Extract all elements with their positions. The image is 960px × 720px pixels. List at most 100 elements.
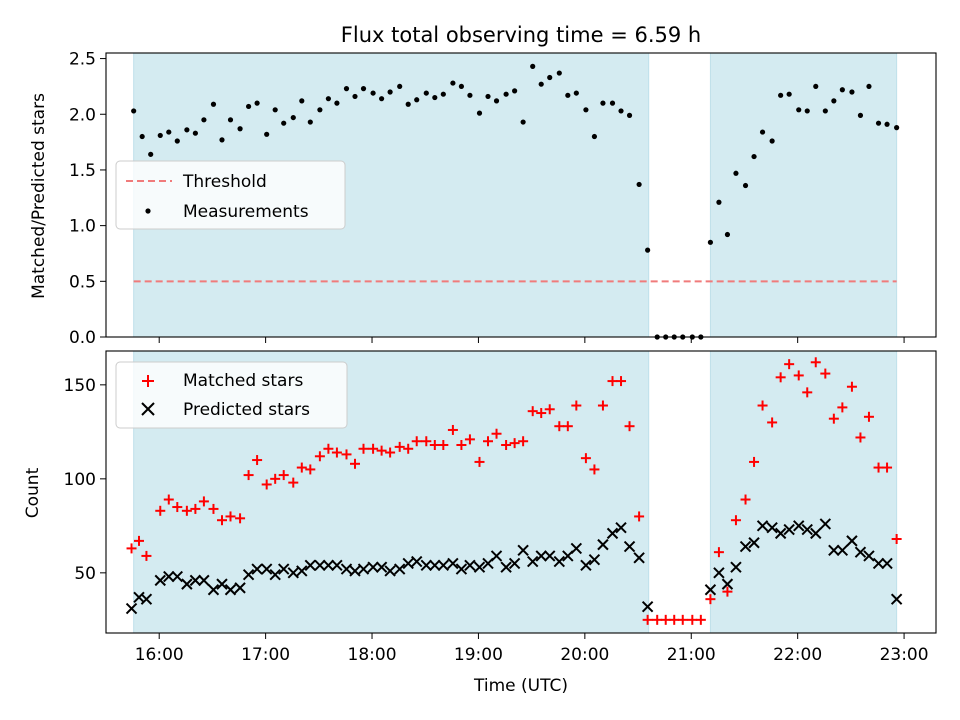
predicted-star-point <box>623 540 636 553</box>
predicted-star-point <box>269 569 281 581</box>
matched-star-point <box>141 550 152 561</box>
matched-star-point <box>172 502 183 513</box>
legend-threshold-label: Threshold <box>182 172 267 192</box>
matched-star-point <box>784 359 795 370</box>
matched-star-point <box>757 400 768 411</box>
measurement-point <box>210 101 217 107</box>
matched-star-point <box>652 614 663 625</box>
measurement-point <box>299 98 305 104</box>
matched-star-point <box>705 594 716 605</box>
x-tick-label: 18:00 <box>348 645 397 665</box>
matched-star-point <box>464 434 475 445</box>
matched-star-point <box>873 462 884 473</box>
matched-star-point <box>846 381 857 392</box>
predicted-star-point <box>756 520 769 532</box>
measurement-point <box>742 182 749 189</box>
measurement-point <box>894 125 900 131</box>
predicted-star-point <box>455 563 468 575</box>
measurement-point <box>370 90 376 96</box>
matched-star-point <box>243 470 254 481</box>
measurement-point <box>512 88 518 94</box>
measurement-point <box>538 81 544 87</box>
predicted-star-point <box>828 544 840 556</box>
predicted-star-point <box>597 538 609 551</box>
measurement-point <box>573 90 579 96</box>
x-tick-label: 16:00 <box>135 645 184 665</box>
measurement-point <box>769 138 775 144</box>
measurement-point <box>334 100 340 106</box>
predicted-star-point <box>535 550 547 562</box>
matched-star-point <box>793 370 804 381</box>
predicted-star-point <box>163 570 175 583</box>
y-tick-label: 0.5 <box>69 272 96 292</box>
predicted-star-point <box>580 559 592 572</box>
matched-star-point <box>695 614 706 625</box>
matched-star-point <box>660 614 671 625</box>
predicted-star-point <box>314 559 326 572</box>
predicted-star-point <box>508 557 521 570</box>
bottom-xlabel: Time (UTC) <box>473 676 568 696</box>
matched-star-point <box>554 421 565 432</box>
matched-star-point <box>438 440 449 450</box>
bottom-legend-box <box>115 361 348 429</box>
matched-star-point <box>562 421 573 432</box>
predicted-star-point <box>331 559 343 572</box>
predicted-star-point <box>500 561 512 573</box>
measurement-point <box>458 83 465 90</box>
matched-star-point <box>607 376 618 387</box>
measurement-point <box>360 86 367 92</box>
matched-star-point <box>677 614 688 625</box>
matched-star-point <box>133 535 144 546</box>
matched-star-point <box>597 400 608 411</box>
matched-star-point <box>288 477 299 488</box>
measurement-point <box>174 138 180 144</box>
measurement-point <box>281 120 287 126</box>
predicted-star-point <box>140 593 153 605</box>
measurement-point <box>857 112 864 118</box>
bottom-points <box>125 357 903 625</box>
matched-star-point <box>882 462 893 473</box>
matched-star-point <box>722 586 733 597</box>
x-tick-label: 21:00 <box>667 645 716 665</box>
bottom-panel: 50 100 150 16:00 17:00 18:00 19:00 20:00 21:00 2… <box>23 350 937 696</box>
x-tick-label: 22:00 <box>773 645 822 665</box>
measurement-point <box>493 98 500 104</box>
matched-star-point <box>828 413 839 424</box>
measurement-point <box>254 100 260 106</box>
matched-star-point <box>411 436 422 447</box>
matched-star-point <box>331 447 342 458</box>
predicted-star-point <box>819 518 832 530</box>
predicted-star-point <box>224 584 237 596</box>
predicted-star-point <box>198 574 210 587</box>
legend-predicted-label: Predicted stars <box>183 400 310 420</box>
top-ylabel: Matched/Predicted stars <box>29 93 49 299</box>
predicted-star-point <box>739 540 752 553</box>
measurement-point <box>751 153 757 160</box>
matched-star-point <box>429 440 440 450</box>
predicted-star-point <box>881 557 893 570</box>
top-axes-frame <box>105 52 937 338</box>
predicted-star-point <box>774 527 787 540</box>
measurement-point <box>724 231 731 238</box>
predicted-star-point <box>207 584 220 596</box>
predicted-star-point <box>890 593 903 605</box>
predicted-star-point <box>216 578 228 590</box>
matched-star-point <box>368 443 379 454</box>
matched-star-point <box>624 421 635 432</box>
measurement-point <box>866 83 872 90</box>
predicted-star-point <box>277 563 290 575</box>
measurement-point <box>317 107 323 113</box>
predicted-star-point <box>872 557 885 570</box>
measurement-point <box>609 100 616 106</box>
measurement-point <box>485 93 491 100</box>
bottom-ylabel: Count <box>23 467 43 518</box>
measurement-point <box>520 119 526 125</box>
y-tick-label: 2.0 <box>69 105 96 125</box>
measurement-point <box>343 86 350 92</box>
measurement-point <box>707 239 714 245</box>
matched-star-point <box>642 614 653 625</box>
predicted-star-point <box>713 567 725 579</box>
y-tick-label: 1.5 <box>69 161 96 181</box>
measurement-point <box>849 89 855 95</box>
